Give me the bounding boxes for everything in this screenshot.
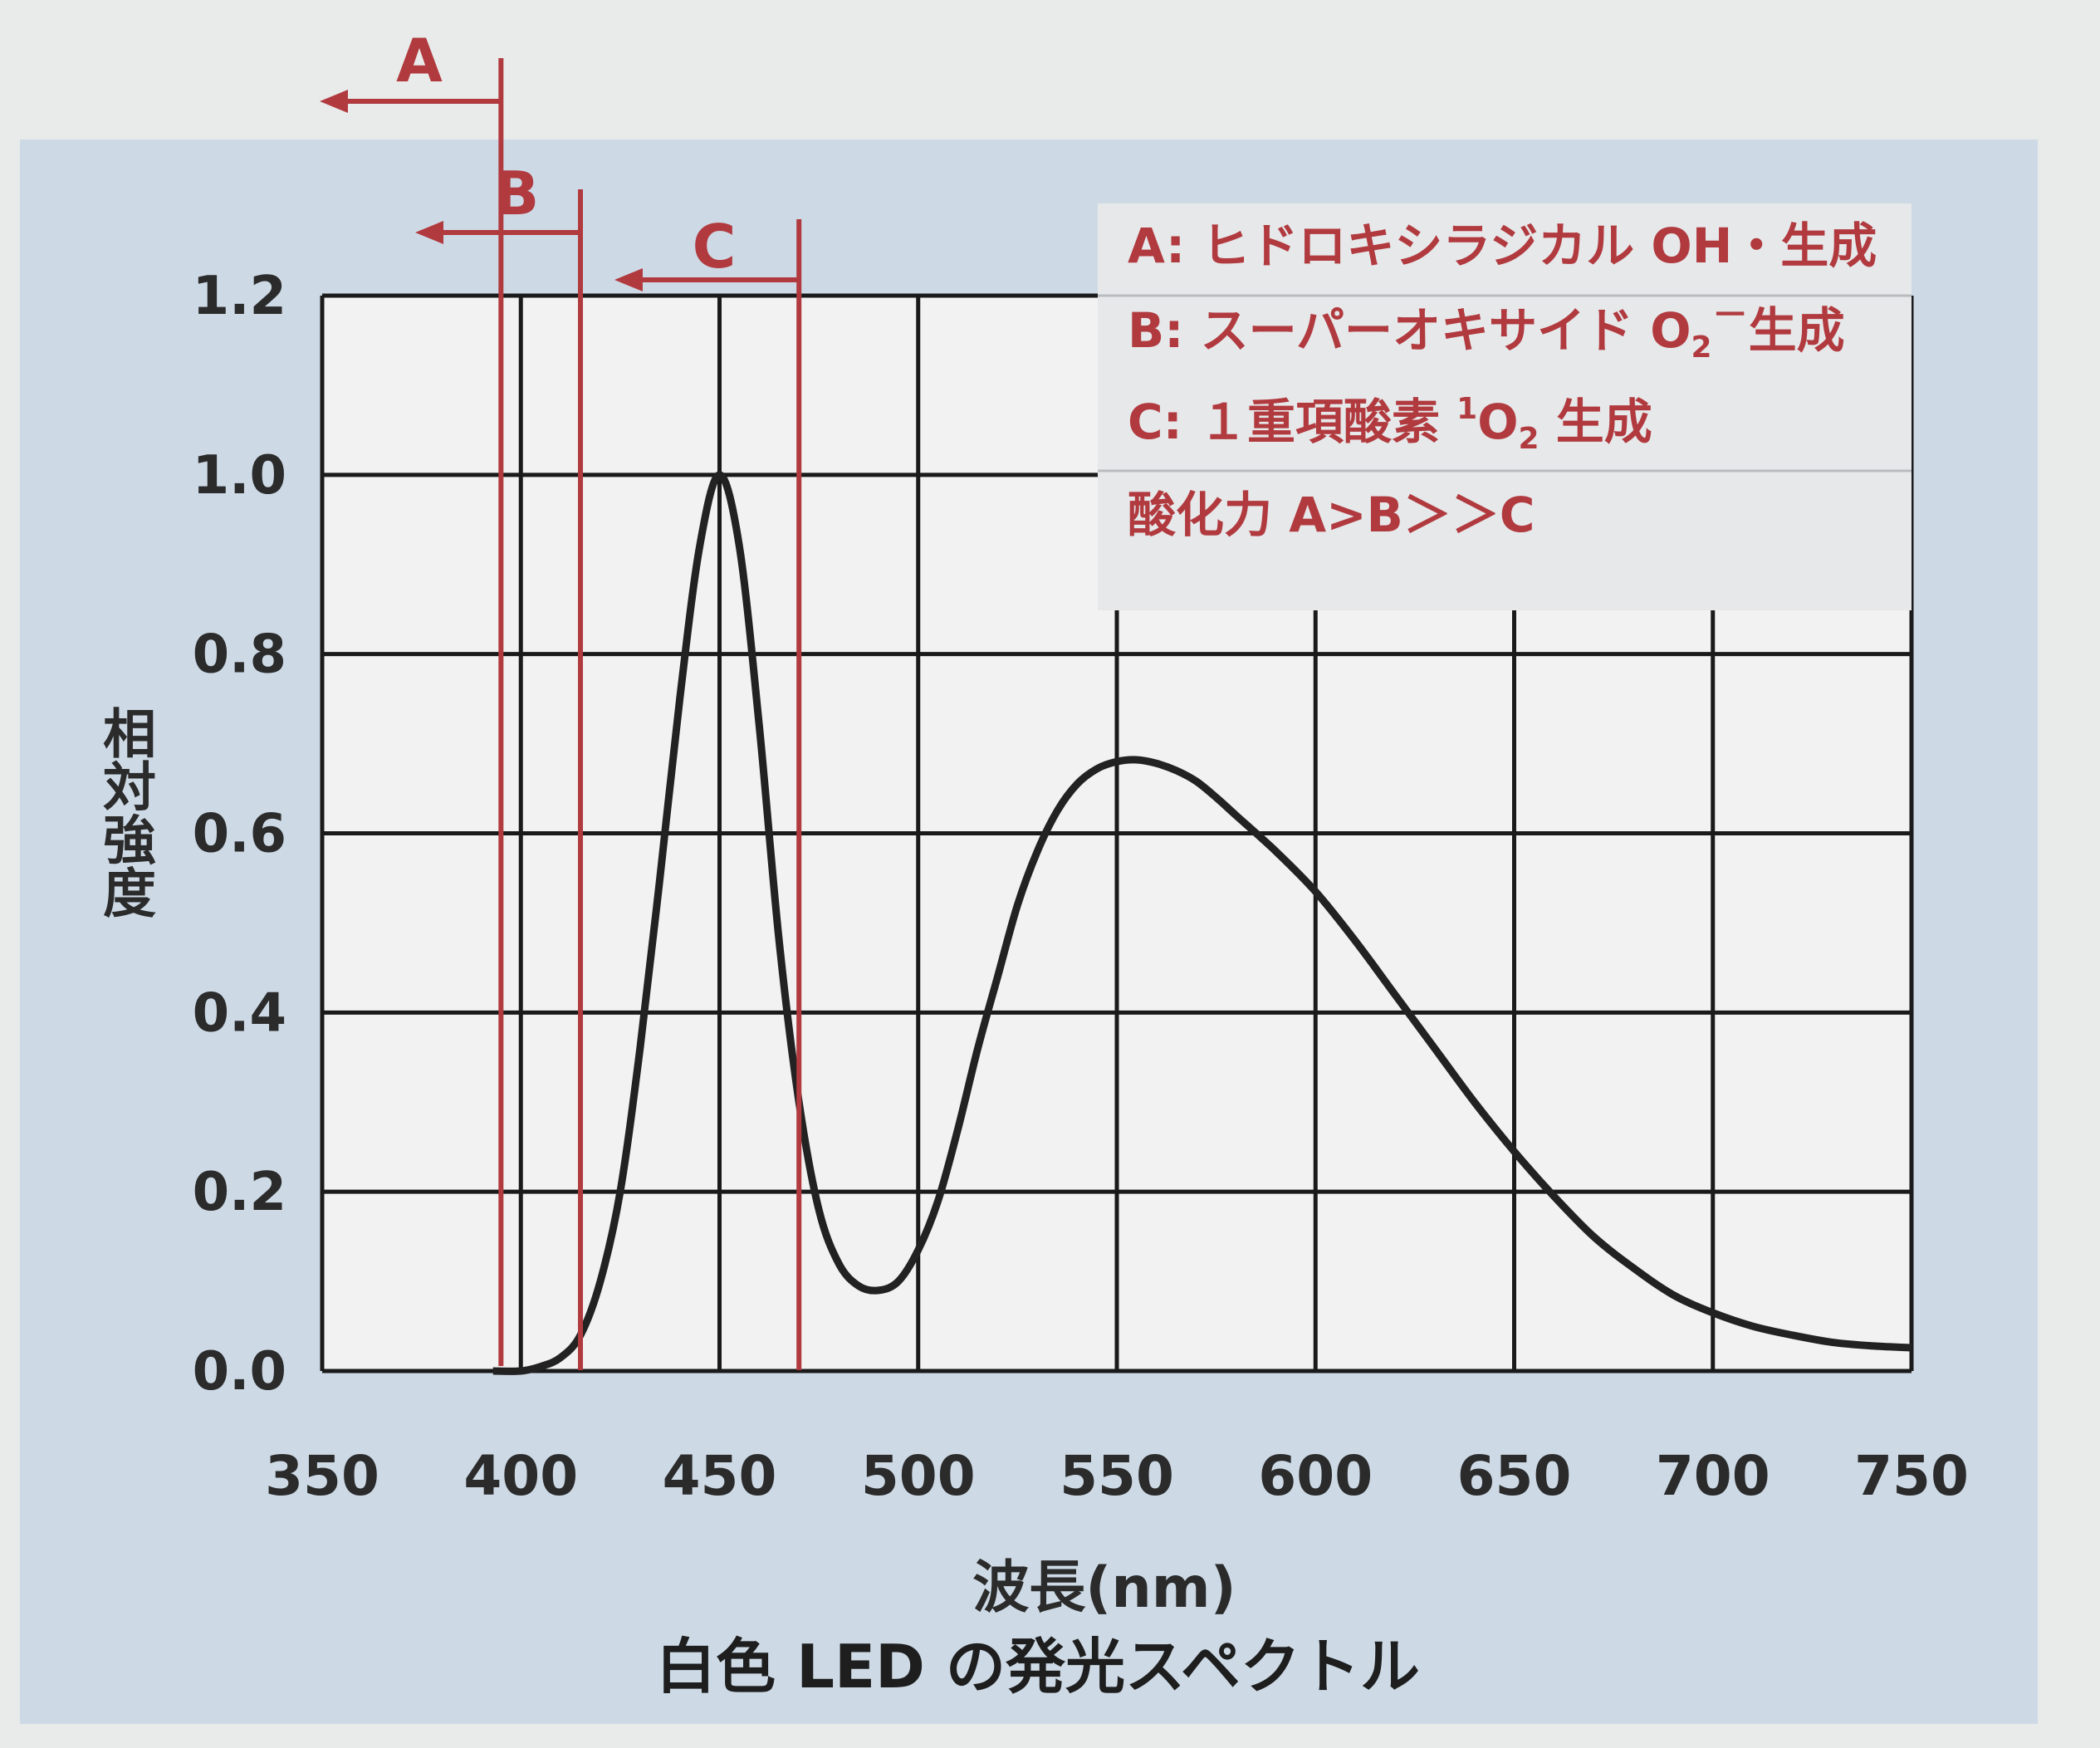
- x-tick-label: 650: [1457, 1444, 1572, 1508]
- marker-label-b: B: [494, 159, 540, 228]
- y-tick-label: 0.0: [193, 1341, 286, 1403]
- legend-text: 生成: [1540, 394, 1652, 450]
- x-tick-label: 750: [1854, 1444, 1969, 1508]
- legend-text: A:: [1128, 218, 1202, 274]
- legend-text: B:: [1128, 302, 1201, 359]
- chart-title: 白色 LED の発光スペクトル: [656, 1632, 1420, 1701]
- y-tick-label: 0.2: [193, 1162, 286, 1223]
- marker-label-a: A: [396, 26, 443, 95]
- marker-arrowhead: [415, 221, 443, 244]
- legend-text: 生成: [1749, 302, 1845, 359]
- legend-text: スーパーオキサイド O: [1201, 302, 1691, 359]
- marker-arrowhead: [614, 268, 643, 291]
- marker-label-c: C: [693, 212, 737, 282]
- legend-text: ヒドロキシラジカル OH・生成: [1202, 218, 1877, 274]
- legend-text: －: [1712, 294, 1749, 336]
- spectrum-curve: [492, 471, 1912, 1375]
- legend-text: 2: [1519, 422, 1540, 456]
- legend-box: [1098, 203, 1912, 610]
- legend-text: C:: [1128, 394, 1199, 450]
- legend-text: １重項酸素: [1199, 394, 1456, 450]
- legend-text: 2: [1691, 331, 1712, 365]
- legend-line-2: B: スーパーオキサイド O2－生成: [1128, 294, 1845, 365]
- x-tick-label: 600: [1258, 1444, 1373, 1508]
- marker-lines: AB C: [320, 26, 802, 1370]
- x-tick-label: 450: [663, 1444, 777, 1508]
- y-axis-label: 相対強度: [94, 706, 156, 918]
- x-tick-label: 400: [463, 1444, 578, 1508]
- x-tick-label: 350: [265, 1444, 379, 1508]
- x-tick-label: 500: [861, 1444, 976, 1508]
- y-tick-label: 1.0: [193, 445, 286, 507]
- x-tick-labels: 350 400 450 500 550 600 650 700 750: [265, 1444, 1969, 1508]
- legend-line-4: 酸化力 A>B＞＞C: [1128, 487, 1535, 543]
- x-tick-label: 700: [1656, 1444, 1770, 1508]
- legend: A: ヒドロキシラジカル OH・生成B: スーパーオキサイド O2－生成C: １…: [1098, 203, 1912, 610]
- legend-text: 1: [1456, 392, 1477, 426]
- y-tick-label: 0.6: [193, 804, 286, 865]
- legend-line-3: C: １重項酸素 1O2 生成: [1128, 392, 1652, 456]
- y-tick-label: 0.8: [193, 624, 286, 686]
- y-tick-label: 1.2: [193, 266, 286, 327]
- y-tick-labels: 0.0 0.2 0.4 0.6 0.8 1.0 1.2: [193, 266, 286, 1403]
- marker-arrowhead: [320, 90, 348, 113]
- legend-text: O: [1477, 394, 1518, 450]
- legend-line-1: A: ヒドロキシラジカル OH・生成: [1128, 218, 1877, 274]
- x-tick-label: 550: [1060, 1444, 1174, 1508]
- x-axis-label: 波長(nm): [972, 1555, 1236, 1621]
- legend-text: 酸化力 A>B＞＞C: [1128, 487, 1535, 543]
- y-tick-label: 0.4: [193, 982, 286, 1044]
